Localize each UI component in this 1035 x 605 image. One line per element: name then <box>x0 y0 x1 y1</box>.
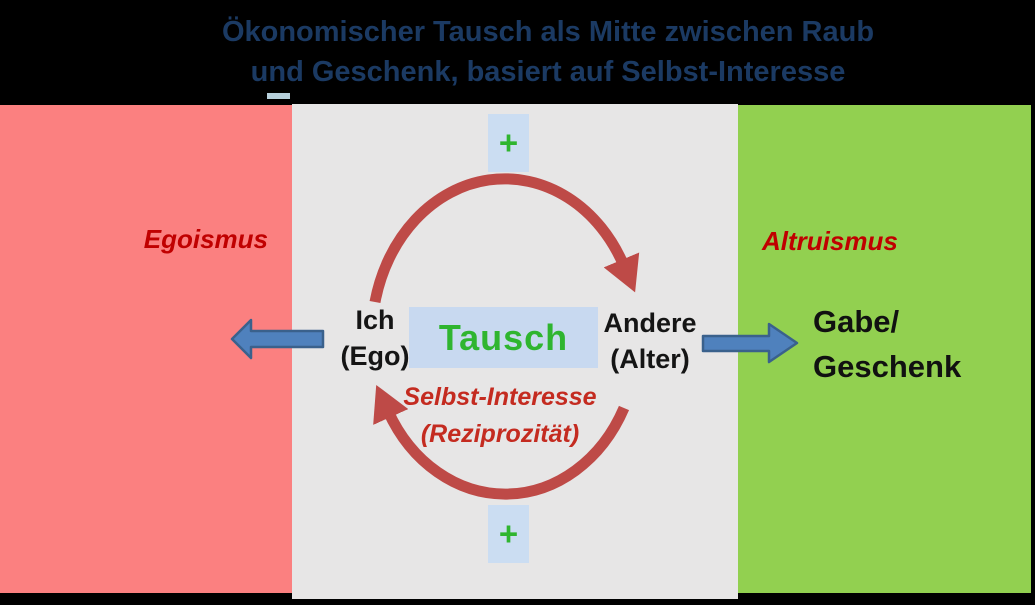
plus-box-bottom: + <box>488 505 529 563</box>
altruismus-label: Altruismus <box>762 226 898 256</box>
reziprozitaet-line: (Reziprozität) <box>420 420 580 448</box>
slide-title-line1: Ökonomischer Tausch als Mitte zwischen R… <box>221 16 875 48</box>
plus-icon-top: + <box>498 124 519 161</box>
slide-title-line2: und Geschenk, basiert auf Selbst-Interes… <box>250 56 846 88</box>
gabe-line: Gabe/ <box>813 304 900 339</box>
actor-ich-ego: Ich (Ego) <box>327 302 423 374</box>
gabe-geschenk-label: Gabe/ Geschenk <box>813 299 961 389</box>
arrow-left-icon <box>230 318 325 360</box>
egoismus-label: Egoismus <box>143 224 268 254</box>
selbst-interesse-line: Selbst-Interesse <box>403 383 597 411</box>
andere-label: Andere <box>603 308 697 338</box>
cycle-arrow-upper <box>369 173 640 304</box>
tausch-label: Tausch <box>438 316 569 358</box>
geschenk-line: Geschenk <box>813 349 962 384</box>
slide-title: Ökonomischer Tausch als Mitte zwischen R… <box>55 12 1035 92</box>
arrow-right-icon <box>701 322 799 364</box>
tausch-box: Tausch <box>409 307 598 368</box>
plus-box-top: + <box>488 114 529 172</box>
ego-label: (Ego) <box>340 341 410 371</box>
selbst-interesse-label: Selbst-Interesse (Reziprozität) <box>395 379 605 453</box>
ich-label: Ich <box>355 305 395 335</box>
alter-label: (Alter) <box>610 344 690 374</box>
actor-andere-alter: Andere (Alter) <box>600 305 700 377</box>
plus-icon-bottom: + <box>498 515 519 552</box>
title-underline-dash <box>267 93 290 99</box>
cycle-arrow-lower <box>373 384 630 500</box>
